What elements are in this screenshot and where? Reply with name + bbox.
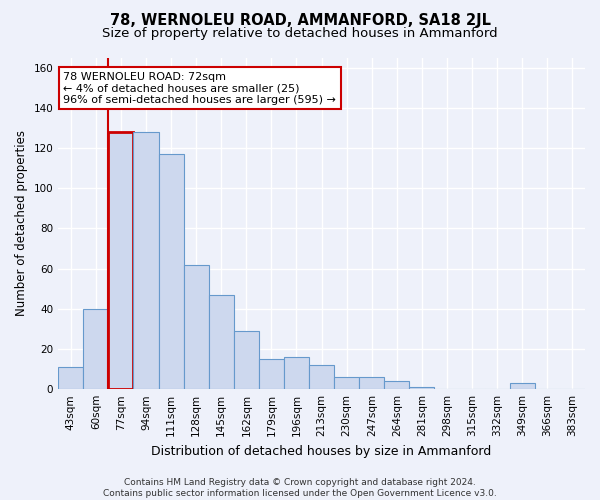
- Bar: [334, 377, 359, 389]
- Bar: [209, 294, 234, 389]
- Text: 78, WERNOLEU ROAD, AMMANFORD, SA18 2JL: 78, WERNOLEU ROAD, AMMANFORD, SA18 2JL: [110, 12, 491, 28]
- Y-axis label: Number of detached properties: Number of detached properties: [15, 130, 28, 316]
- Text: Contains HM Land Registry data © Crown copyright and database right 2024.
Contai: Contains HM Land Registry data © Crown c…: [103, 478, 497, 498]
- Bar: [510, 383, 535, 389]
- Text: 78 WERNOLEU ROAD: 72sqm
← 4% of detached houses are smaller (25)
96% of semi-det: 78 WERNOLEU ROAD: 72sqm ← 4% of detached…: [63, 72, 336, 105]
- Bar: [133, 132, 158, 389]
- Bar: [184, 264, 209, 389]
- Bar: [359, 377, 385, 389]
- Bar: [259, 359, 284, 389]
- Bar: [58, 367, 83, 389]
- Bar: [385, 381, 409, 389]
- Text: Size of property relative to detached houses in Ammanford: Size of property relative to detached ho…: [102, 28, 498, 40]
- Bar: [309, 365, 334, 389]
- Bar: [284, 357, 309, 389]
- X-axis label: Distribution of detached houses by size in Ammanford: Distribution of detached houses by size …: [151, 444, 492, 458]
- Bar: [158, 154, 184, 389]
- Bar: [234, 331, 259, 389]
- Bar: [109, 132, 133, 389]
- Bar: [409, 387, 434, 389]
- Bar: [83, 309, 109, 389]
